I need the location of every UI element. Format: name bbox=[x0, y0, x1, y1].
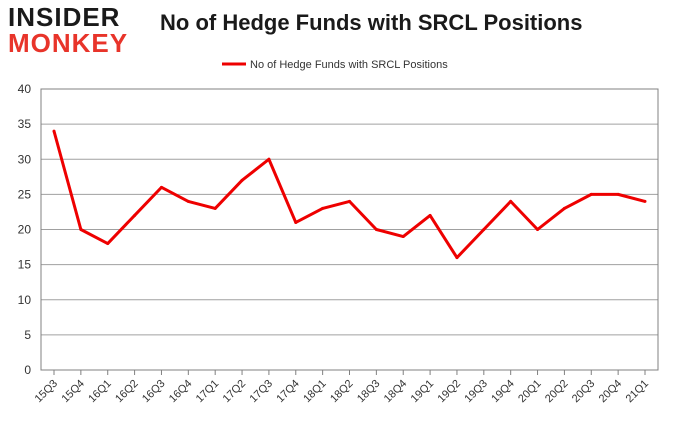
data-point-17Q3 bbox=[267, 157, 271, 161]
x-tick-label-20Q4: 20Q4 bbox=[597, 378, 625, 406]
insider-monkey-logo: INSIDER bbox=[8, 4, 120, 30]
y-tick-label-20: 20 bbox=[18, 223, 32, 237]
chart-title: No of Hedge Funds with SRCL Positions bbox=[160, 10, 583, 35]
data-point-16Q2 bbox=[133, 213, 137, 217]
data-point-16Q3 bbox=[159, 185, 163, 189]
data-point-20Q1 bbox=[536, 228, 540, 231]
x-tick-label-15Q3: 15Q3 bbox=[33, 378, 61, 406]
y-tick-label-5: 5 bbox=[24, 328, 31, 342]
x-tick-label-16Q3: 16Q3 bbox=[140, 378, 168, 406]
x-tick-label-18Q4: 18Q4 bbox=[382, 378, 410, 406]
x-tick-label-16Q4: 16Q4 bbox=[167, 378, 195, 406]
x-tick-label-16Q1: 16Q1 bbox=[86, 378, 114, 406]
y-tick-label-25: 25 bbox=[18, 187, 32, 201]
y-tick-label-0: 0 bbox=[24, 363, 31, 377]
x-tick-label-17Q3: 17Q3 bbox=[248, 378, 276, 406]
logo-line1: INSIDER bbox=[8, 2, 121, 32]
data-point-17Q4 bbox=[294, 220, 298, 224]
x-tick-label-19Q1: 19Q1 bbox=[409, 378, 437, 406]
x-tick-label-18Q1: 18Q1 bbox=[301, 378, 329, 406]
x-tick-label-19Q4: 19Q4 bbox=[489, 378, 517, 406]
x-tick-label-19Q3: 19Q3 bbox=[462, 378, 490, 406]
data-point-19Q4 bbox=[509, 199, 513, 203]
data-point-19Q3 bbox=[482, 228, 486, 231]
data-point-18Q3 bbox=[374, 228, 378, 231]
data-point-16Q4 bbox=[186, 199, 190, 203]
data-point-18Q4 bbox=[401, 235, 405, 239]
x-tick-label-18Q2: 18Q2 bbox=[328, 378, 356, 406]
data-point-21Q1 bbox=[643, 199, 647, 203]
y-tick-label-10: 10 bbox=[18, 293, 32, 307]
logo-line2-wrap: MONKEY bbox=[8, 30, 128, 56]
data-point-20Q4 bbox=[616, 192, 620, 196]
data-point-17Q1 bbox=[213, 206, 217, 210]
legend-label: No of Hedge Funds with SRCL Positions bbox=[250, 59, 448, 71]
x-tick-label-21Q1: 21Q1 bbox=[624, 378, 652, 406]
data-point-20Q2 bbox=[562, 206, 566, 210]
x-tick-label-17Q1: 17Q1 bbox=[194, 378, 222, 406]
data-point-17Q2 bbox=[240, 178, 244, 182]
x-tick-label-16Q2: 16Q2 bbox=[113, 378, 141, 406]
data-point-16Q1 bbox=[106, 242, 110, 246]
y-tick-label-40: 40 bbox=[18, 82, 32, 96]
x-tick-label-20Q3: 20Q3 bbox=[570, 378, 598, 406]
x-tick-label-19Q2: 19Q2 bbox=[436, 378, 464, 406]
data-point-15Q3 bbox=[52, 129, 56, 133]
x-tick-label-17Q4: 17Q4 bbox=[274, 378, 302, 406]
logo-line2: MONKEY bbox=[8, 28, 129, 58]
data-point-19Q2 bbox=[455, 256, 459, 260]
y-tick-label-35: 35 bbox=[18, 117, 32, 131]
data-point-20Q3 bbox=[589, 192, 593, 196]
y-tick-label-15: 15 bbox=[18, 258, 32, 272]
data-point-18Q1 bbox=[321, 206, 325, 210]
data-point-19Q1 bbox=[428, 213, 432, 217]
data-point-15Q4 bbox=[79, 228, 83, 231]
x-tick-label-15Q4: 15Q4 bbox=[59, 378, 87, 406]
y-tick-label-30: 30 bbox=[18, 152, 32, 166]
x-tick-label-18Q3: 18Q3 bbox=[355, 378, 383, 406]
x-tick-label-20Q1: 20Q1 bbox=[516, 378, 544, 406]
x-tick-label-20Q2: 20Q2 bbox=[543, 378, 571, 406]
data-point-18Q2 bbox=[348, 199, 351, 203]
x-tick-label-17Q2: 17Q2 bbox=[221, 378, 249, 406]
